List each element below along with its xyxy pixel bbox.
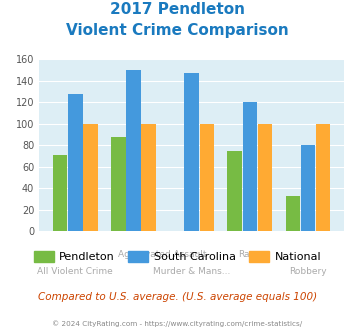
Bar: [126, 70, 141, 231]
Bar: [53, 155, 67, 231]
Text: 2017 Pendleton: 2017 Pendleton: [110, 2, 245, 16]
Text: © 2024 CityRating.com - https://www.cityrating.com/crime-statistics/: © 2024 CityRating.com - https://www.city…: [53, 321, 302, 327]
Legend: Pendleton, South Carolina, National: Pendleton, South Carolina, National: [29, 247, 326, 267]
Bar: [111, 137, 126, 231]
Bar: [185, 73, 199, 231]
Text: Murder & Mans...: Murder & Mans...: [153, 267, 230, 276]
Bar: [316, 124, 331, 231]
Text: Robbery: Robbery: [289, 267, 327, 276]
Text: Rape: Rape: [239, 250, 261, 259]
Bar: [141, 124, 156, 231]
Text: Violent Crime Comparison: Violent Crime Comparison: [66, 23, 289, 38]
Text: Compared to U.S. average. (U.S. average equals 100): Compared to U.S. average. (U.S. average …: [38, 292, 317, 302]
Bar: [301, 145, 315, 231]
Bar: [242, 102, 257, 231]
Bar: [83, 124, 98, 231]
Bar: [286, 196, 300, 231]
Bar: [228, 150, 242, 231]
Text: All Violent Crime: All Violent Crime: [38, 267, 113, 276]
Bar: [258, 124, 272, 231]
Bar: [200, 124, 214, 231]
Bar: [68, 94, 83, 231]
Text: Aggravated Assault: Aggravated Assault: [118, 250, 207, 259]
